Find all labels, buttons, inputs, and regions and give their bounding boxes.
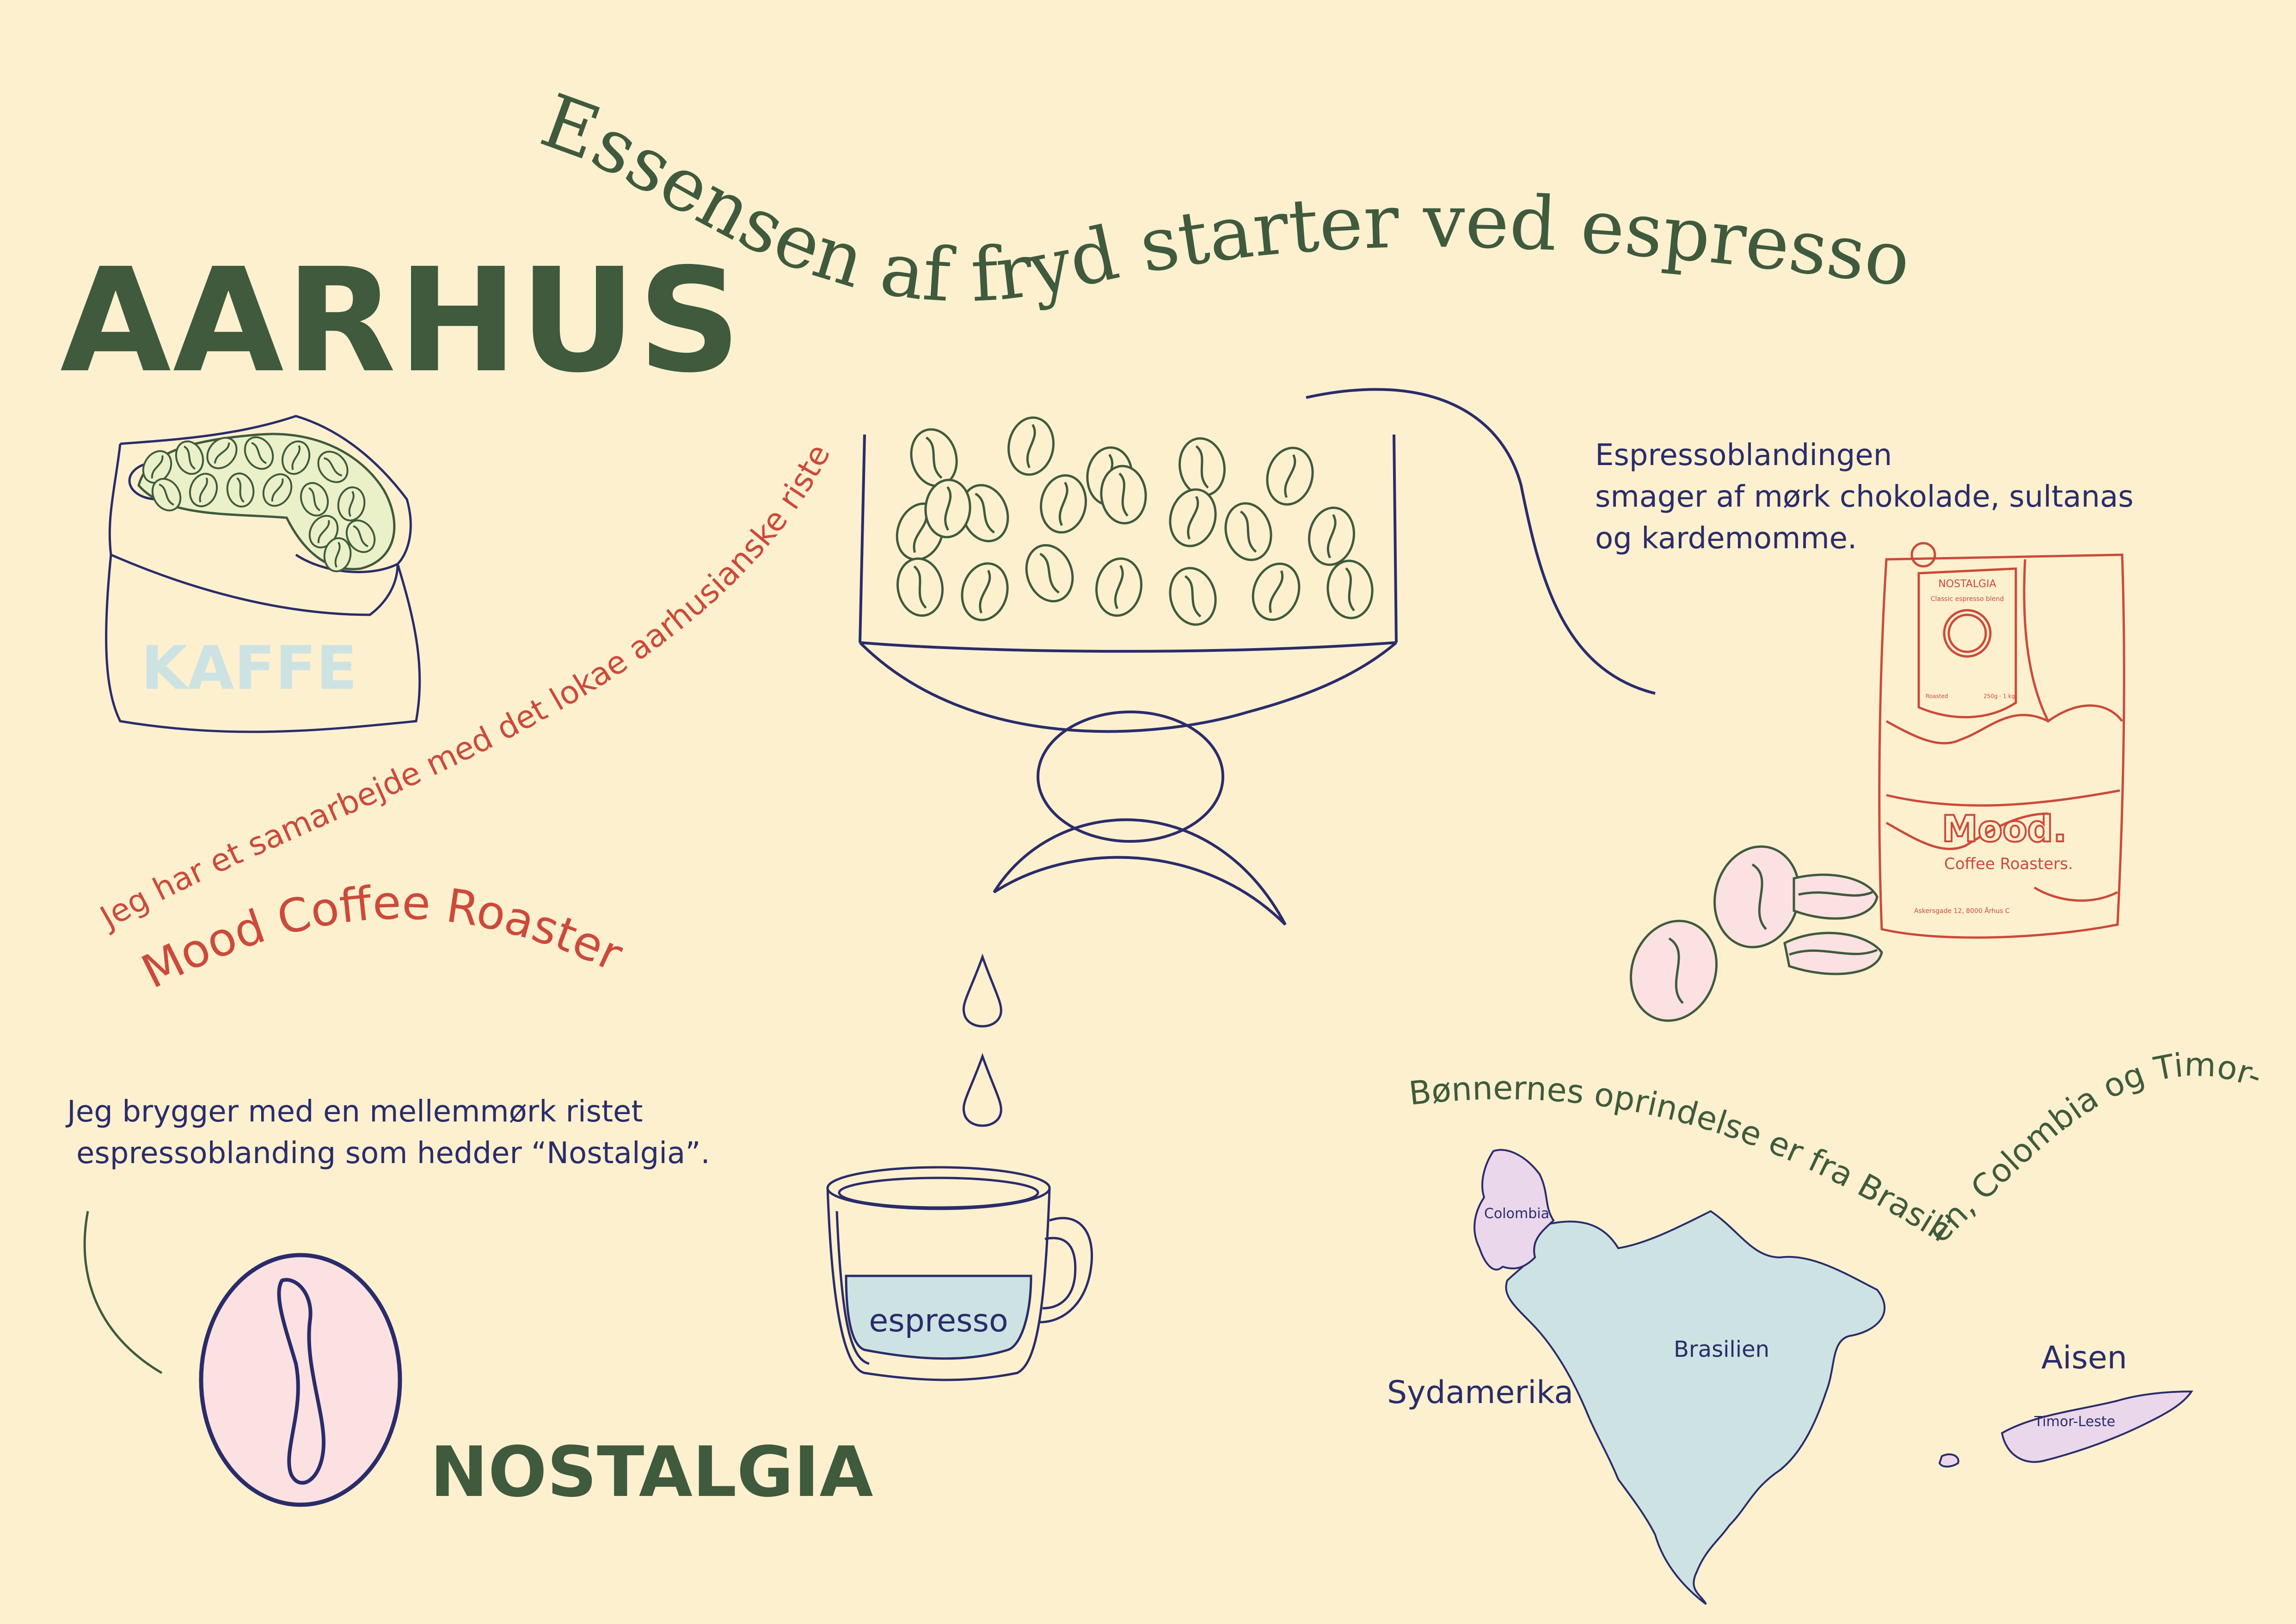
coffee-bean bbox=[1100, 465, 1147, 525]
coffee-bag-illustration bbox=[1878, 542, 2125, 939]
colombia-shape bbox=[1473, 1149, 1555, 1271]
taste-line: smager af mørk chokolade, sultanas bbox=[1595, 480, 2134, 514]
coffee-bean bbox=[206, 437, 238, 469]
origin-text: Bønnernes oprindelse er fra Brasilien, C… bbox=[0, 0, 2267, 1250]
tag-subtitle: Classic espresso blend bbox=[1931, 595, 2004, 603]
connector-arc-left bbox=[83, 1211, 163, 1374]
espresso-cup bbox=[826, 1166, 1093, 1381]
coffee-bean bbox=[175, 440, 204, 475]
coffee-bean bbox=[300, 482, 329, 517]
sack-label: KAFFE bbox=[141, 633, 357, 703]
bag-brand: Mood. bbox=[1942, 809, 2067, 850]
coffee-bean bbox=[1308, 506, 1355, 566]
coffee-bean bbox=[1007, 416, 1055, 476]
taste-line: og kardemomme. bbox=[1595, 521, 1857, 556]
hopper-beans bbox=[896, 416, 1374, 626]
map-label-south-america: Sydamerika bbox=[1387, 1374, 1573, 1411]
blend-intro-line: Jeg brygger med en mellemmørk ristet bbox=[67, 1095, 643, 1129]
coffee-bean bbox=[924, 478, 971, 539]
tag-weight: 250g · 1 kg bbox=[1983, 693, 2015, 699]
cup-label: espresso bbox=[869, 1303, 1008, 1339]
tag-title: NOSTALGIA bbox=[1938, 578, 1996, 590]
blend-name-title: NOSTALGIA bbox=[430, 1432, 873, 1513]
taste-line: Espressoblandingen bbox=[1595, 438, 1892, 472]
espresso-machine bbox=[859, 434, 1398, 926]
coffee-bean bbox=[262, 473, 293, 507]
map-label-colombia: Colombia bbox=[1484, 1206, 1549, 1222]
espresso-droplets bbox=[962, 953, 1002, 1127]
coffee-bean bbox=[1169, 567, 1217, 626]
coffee-bean bbox=[142, 450, 172, 484]
coffee-bean bbox=[1040, 474, 1087, 534]
coffee-bean bbox=[1224, 502, 1272, 561]
coffee-bean bbox=[896, 557, 944, 617]
coffee-bean bbox=[151, 478, 182, 512]
coffee-bean bbox=[317, 451, 349, 483]
coffee-bean bbox=[1266, 447, 1314, 506]
map-label-asia: Aisen bbox=[2041, 1340, 2127, 1376]
sack-beans bbox=[142, 436, 376, 572]
coffee-bean bbox=[1025, 544, 1074, 603]
coffee-bean bbox=[226, 472, 255, 508]
blend-intro: Jeg brygger med en mellemmørk ristet esp… bbox=[67, 1091, 710, 1174]
connector-arc-top-right bbox=[1306, 388, 1656, 695]
map-label-brazil: Brasilien bbox=[1674, 1336, 1769, 1362]
coffee-bean bbox=[1179, 437, 1226, 497]
tag-roasted: Roasted bbox=[1926, 693, 1948, 699]
bag-address: Askersgade 12, 8000 Århus C bbox=[1914, 907, 2010, 915]
droplet bbox=[962, 953, 1002, 1028]
blend-intro-line: espressoblanding som hedder “Nostalgia”. bbox=[76, 1136, 710, 1171]
coffee-bean bbox=[189, 472, 218, 508]
bag-beans bbox=[1629, 845, 1883, 1022]
map-south-america bbox=[1473, 1149, 1886, 1605]
brazil-shape bbox=[1505, 1210, 1886, 1605]
cup-coffee-fill bbox=[845, 1275, 1032, 1360]
nostalgia-bean bbox=[199, 1253, 402, 1507]
map-timor bbox=[1938, 1390, 2193, 1468]
city-title: AARHUS bbox=[60, 238, 743, 404]
collab-text: Jeg har et samarbejde med det lokae aarh… bbox=[0, 0, 838, 937]
timor-shape bbox=[2001, 1390, 2193, 1463]
coffee-bean bbox=[323, 537, 352, 572]
taste-description: Espressoblandingen smager af mørk chokol… bbox=[1595, 435, 2134, 559]
coffee-bean bbox=[1326, 559, 1374, 619]
coffee-bean bbox=[244, 436, 274, 470]
coffee-bean bbox=[337, 486, 366, 521]
coffee-bean bbox=[961, 562, 1009, 621]
map-label-timor: Timor-Leste bbox=[2034, 1414, 2115, 1430]
coffee-bean bbox=[1169, 488, 1217, 547]
coffee-bean bbox=[1095, 557, 1142, 617]
bag-subtitle: Coffee Roasters. bbox=[1944, 855, 2073, 873]
coffee-bean bbox=[345, 519, 376, 553]
droplet bbox=[962, 1053, 1002, 1127]
coffee-bean bbox=[281, 440, 311, 475]
coffee-bean bbox=[1252, 562, 1301, 621]
